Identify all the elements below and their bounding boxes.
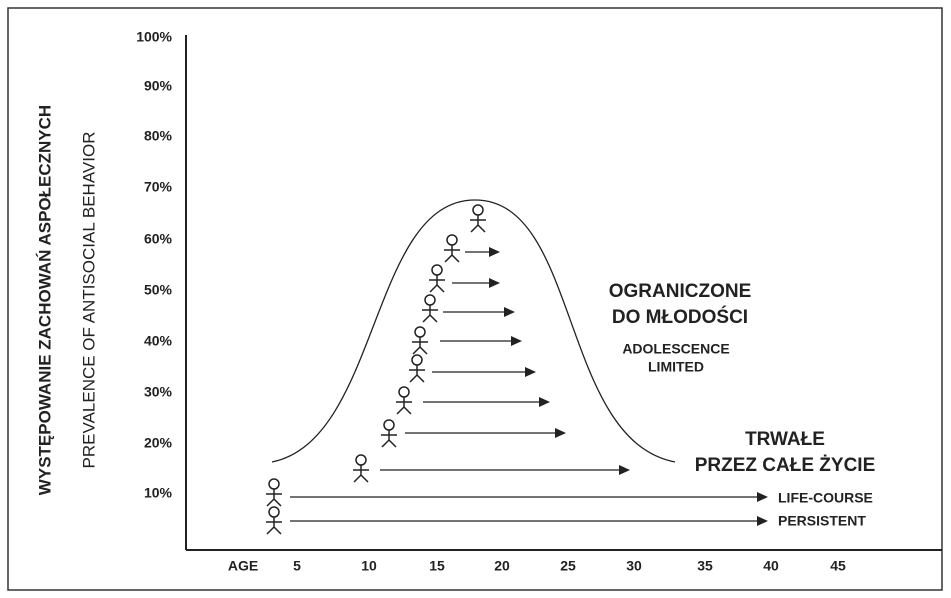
arrow-head xyxy=(489,278,500,288)
arrow-head xyxy=(489,247,500,257)
y-tick-label: 40% xyxy=(144,333,173,349)
figure-body xyxy=(353,465,369,483)
figure-body xyxy=(470,215,486,233)
y-tick-label: 30% xyxy=(144,384,173,400)
x-tick-label: 35 xyxy=(697,558,713,574)
label: PERSISTENT xyxy=(778,513,866,529)
arrow-head xyxy=(504,307,515,317)
arrow-head xyxy=(619,465,630,475)
y-tick-label: 100% xyxy=(136,29,172,45)
label: PRZEZ CAŁE ŻYCIE xyxy=(695,455,876,476)
figure-body xyxy=(429,275,445,293)
y-tick-label: 70% xyxy=(144,179,173,195)
y-tick-label: 50% xyxy=(144,282,173,298)
arrow-head xyxy=(511,336,522,346)
y-title: WYSTĘPOWANIE ZACHOWAŃ ASPOŁECZNYCH xyxy=(35,105,54,495)
arrow-head xyxy=(539,397,550,407)
x-tick-label: 30 xyxy=(626,558,642,574)
label: OGRANICZONE xyxy=(609,281,752,302)
arrow-head xyxy=(555,428,566,438)
arrow-head xyxy=(525,367,536,377)
figure-body xyxy=(444,245,460,263)
y-tick-label: 60% xyxy=(144,231,173,247)
figure-body xyxy=(266,489,282,507)
figure-body xyxy=(396,397,412,415)
x-tick-label: 10 xyxy=(361,558,377,574)
figure-body xyxy=(412,337,428,355)
arrow-head xyxy=(757,516,768,526)
y-tick-label: 90% xyxy=(144,78,173,94)
label: TRWAŁE xyxy=(745,429,825,450)
label: ADOLESCENCE xyxy=(622,341,729,357)
curve xyxy=(271,199,676,463)
y-tick-label: 80% xyxy=(144,128,173,144)
arrow-head xyxy=(757,492,768,502)
x-tick-label: 20 xyxy=(494,558,510,574)
label: LIFE-COURSE xyxy=(778,490,873,506)
label: LIMITED xyxy=(648,359,704,375)
frame xyxy=(7,7,943,591)
x-tick-label: 40 xyxy=(763,558,779,574)
figure-body xyxy=(381,430,397,448)
y-subtitle: PREVALENCE OF ANTISOCIAL BEHAVIOR xyxy=(79,132,98,469)
x-tick-label: 15 xyxy=(429,558,445,574)
x-tick-label: 25 xyxy=(560,558,576,574)
x-tick-label: AGE xyxy=(228,558,258,574)
x-tick-label: 5 xyxy=(293,558,301,574)
label: DO MŁODOŚCI xyxy=(612,306,748,328)
figure-body xyxy=(266,517,282,535)
y-tick-label: 20% xyxy=(144,435,173,451)
figure-body xyxy=(409,365,425,383)
x-tick-label: 45 xyxy=(830,558,846,574)
y-tick-label: 10% xyxy=(144,485,173,501)
figure-body xyxy=(422,305,438,323)
